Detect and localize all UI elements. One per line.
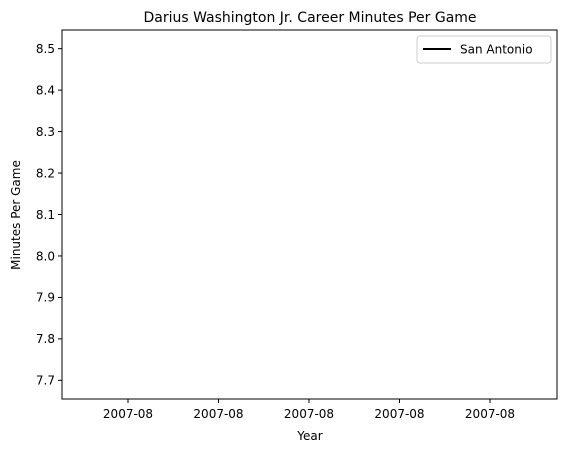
x-axis: 2007-08 2007-08 2007-08 2007-08 2007-08 (103, 399, 515, 421)
x-tick-label: 2007-08 (103, 407, 153, 421)
legend-box (416, 35, 552, 64)
y-axis: 7.7 7.8 7.9 8.0 8.1 8.2 8.3 8.4 8.5 (36, 42, 62, 388)
x-axis-label: Year (296, 429, 322, 443)
y-tick-label: 8.5 (36, 42, 55, 56)
y-tick-label: 8.3 (36, 125, 55, 139)
chart-title: Darius Washington Jr. Career Minutes Per… (143, 10, 476, 26)
x-tick-label: 2007-08 (374, 407, 424, 421)
y-tick-label: 8.2 (36, 166, 55, 180)
x-tick-label: 2007-08 (193, 407, 243, 421)
y-tick-label: 8.0 (36, 249, 55, 263)
y-tick-label: 8.1 (36, 208, 55, 222)
y-tick-label: 7.9 (36, 291, 55, 305)
plot-area (61, 29, 558, 400)
legend: San Antonio (416, 35, 552, 64)
y-axis-label: Minutes Per Game (9, 160, 23, 270)
x-tick-label: 2007-08 (465, 407, 515, 421)
x-tick-label: 2007-08 (284, 407, 334, 421)
y-tick-label: 7.8 (36, 332, 55, 346)
legend-item-label: San Antonio (460, 43, 533, 57)
y-tick-label: 7.7 (36, 374, 55, 388)
y-tick-label: 8.4 (36, 83, 55, 97)
